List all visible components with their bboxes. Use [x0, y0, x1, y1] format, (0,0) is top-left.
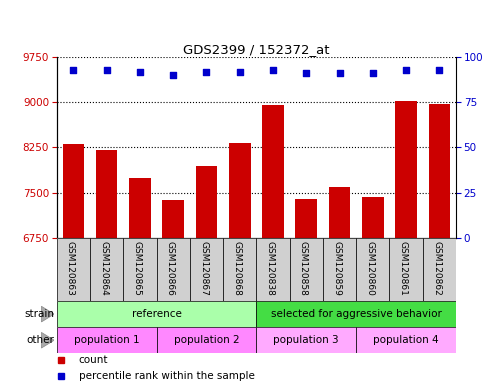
Point — [435, 67, 443, 73]
Point — [169, 72, 177, 78]
Text: population 2: population 2 — [174, 335, 239, 345]
Text: GSM120861: GSM120861 — [399, 241, 408, 296]
Bar — [157, 327, 256, 353]
Bar — [290, 238, 323, 301]
Bar — [96, 151, 117, 384]
Bar — [323, 238, 356, 301]
Text: GSM120838: GSM120838 — [266, 241, 275, 296]
Text: other: other — [26, 335, 54, 345]
Point — [136, 69, 144, 75]
Text: GSM120864: GSM120864 — [99, 241, 108, 296]
Text: population 1: population 1 — [74, 335, 140, 345]
Text: strain: strain — [24, 309, 54, 319]
Bar — [256, 301, 456, 327]
Bar — [423, 238, 456, 301]
Text: GSM120868: GSM120868 — [232, 241, 242, 296]
Bar — [356, 238, 389, 301]
Bar — [63, 144, 84, 384]
Bar — [356, 327, 456, 353]
Text: GSM120858: GSM120858 — [299, 241, 308, 296]
Bar — [256, 327, 356, 353]
Bar — [129, 177, 151, 384]
Bar — [329, 187, 351, 384]
Point — [269, 67, 277, 73]
Polygon shape — [41, 333, 54, 348]
Text: GSM120862: GSM120862 — [432, 241, 441, 296]
Bar — [57, 301, 256, 327]
Bar — [295, 199, 317, 384]
Point — [236, 69, 244, 75]
Text: selected for aggressive behavior: selected for aggressive behavior — [271, 309, 442, 319]
Text: GSM120866: GSM120866 — [166, 241, 175, 296]
Bar — [123, 238, 157, 301]
Bar — [229, 143, 250, 384]
Bar — [223, 238, 256, 301]
Text: GSM120867: GSM120867 — [199, 241, 208, 296]
Title: GDS2399 / 152372_at: GDS2399 / 152372_at — [183, 43, 330, 56]
Text: count: count — [79, 354, 108, 365]
Bar — [57, 238, 90, 301]
Bar — [262, 105, 284, 384]
Text: GSM120865: GSM120865 — [133, 241, 141, 296]
Text: GSM120859: GSM120859 — [332, 241, 341, 296]
Bar — [196, 166, 217, 384]
Bar — [162, 200, 184, 384]
Bar — [190, 238, 223, 301]
Point — [336, 70, 344, 76]
Bar — [157, 238, 190, 301]
Point — [369, 70, 377, 76]
Text: population 4: population 4 — [373, 335, 439, 345]
Bar — [90, 238, 123, 301]
Bar — [57, 327, 157, 353]
Text: GSM120860: GSM120860 — [365, 241, 375, 296]
Text: GSM120863: GSM120863 — [66, 241, 75, 296]
Point — [402, 67, 410, 73]
Bar — [389, 238, 423, 301]
Bar — [362, 197, 384, 384]
Point — [70, 67, 77, 73]
Bar — [428, 104, 450, 384]
Point — [203, 69, 211, 75]
Text: population 3: population 3 — [274, 335, 339, 345]
Point — [302, 70, 310, 76]
Bar — [395, 101, 417, 384]
Text: percentile rank within the sample: percentile rank within the sample — [79, 371, 254, 381]
Text: reference: reference — [132, 309, 181, 319]
Bar — [256, 238, 290, 301]
Polygon shape — [41, 306, 54, 322]
Point — [103, 67, 110, 73]
